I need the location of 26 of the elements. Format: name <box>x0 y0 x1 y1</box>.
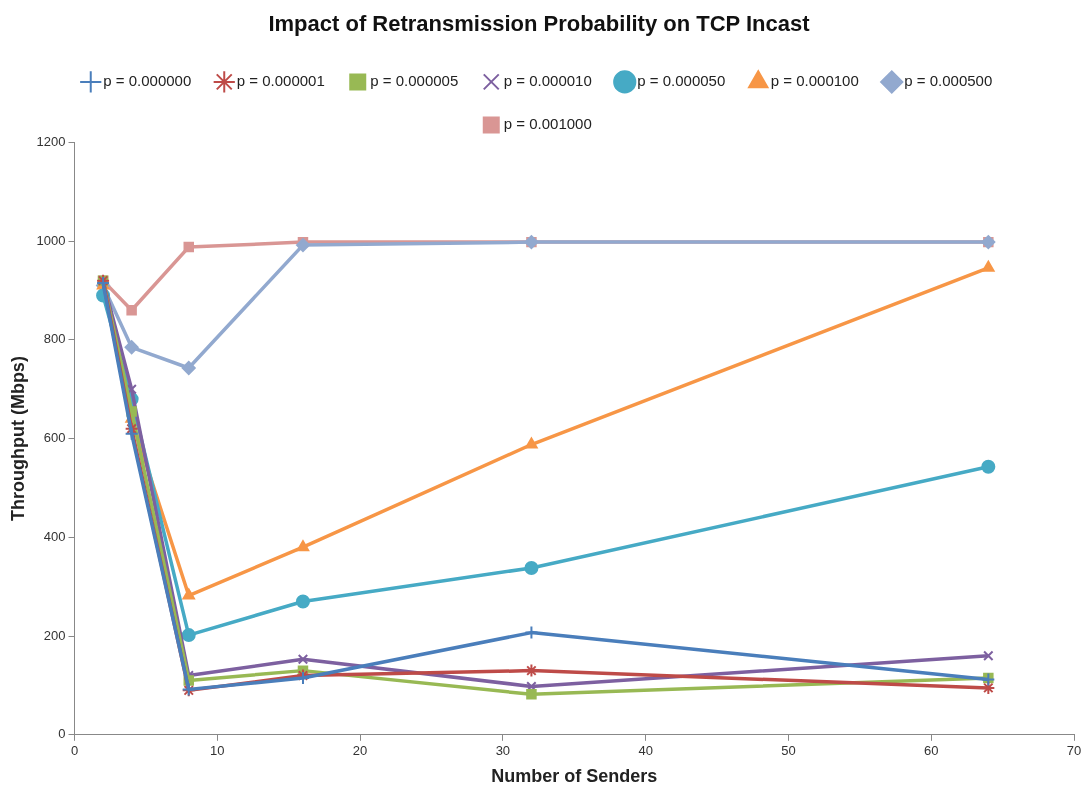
x-tick-label: 40 <box>638 743 653 759</box>
chart-title: Impact of Retransmission Probability on TCP Incast <box>268 11 811 37</box>
legend-label: p = 0.000500 <box>904 72 993 90</box>
x-tick-label: 70 <box>1066 743 1082 759</box>
x-tick-label: 10 <box>210 743 225 759</box>
x-tick-label: 50 <box>781 743 796 759</box>
legend-label: p = 0.000005 <box>370 72 459 90</box>
legend-label: p = 0.000100 <box>770 72 859 90</box>
y-tick-label: 1000 <box>36 232 66 248</box>
y-axis-title: Throughput (Mbps) <box>7 356 28 522</box>
x-tick-label: 20 <box>352 743 368 759</box>
y-tick-label: 600 <box>43 430 66 446</box>
y-tick-label: 1200 <box>36 133 66 149</box>
y-tick-label: 800 <box>43 331 66 347</box>
x-tick-label: 30 <box>495 743 511 759</box>
y-tick-label: 200 <box>43 627 66 643</box>
y-tick-label: 0 <box>58 726 66 742</box>
x-axis-title: Number of Senders <box>491 766 658 787</box>
legend-label: p = 0.000000 <box>103 72 192 90</box>
x-tick-label: 60 <box>923 743 939 759</box>
legend-label: p = 0.000001 <box>236 72 325 90</box>
legend-label: p = 0.000010 <box>503 72 592 90</box>
x-tick-label: 0 <box>70 743 79 759</box>
legend-label: p = 0.001000 <box>503 115 592 133</box>
y-tick-label: 400 <box>43 528 66 544</box>
legend-label: p = 0.000050 <box>637 72 726 90</box>
